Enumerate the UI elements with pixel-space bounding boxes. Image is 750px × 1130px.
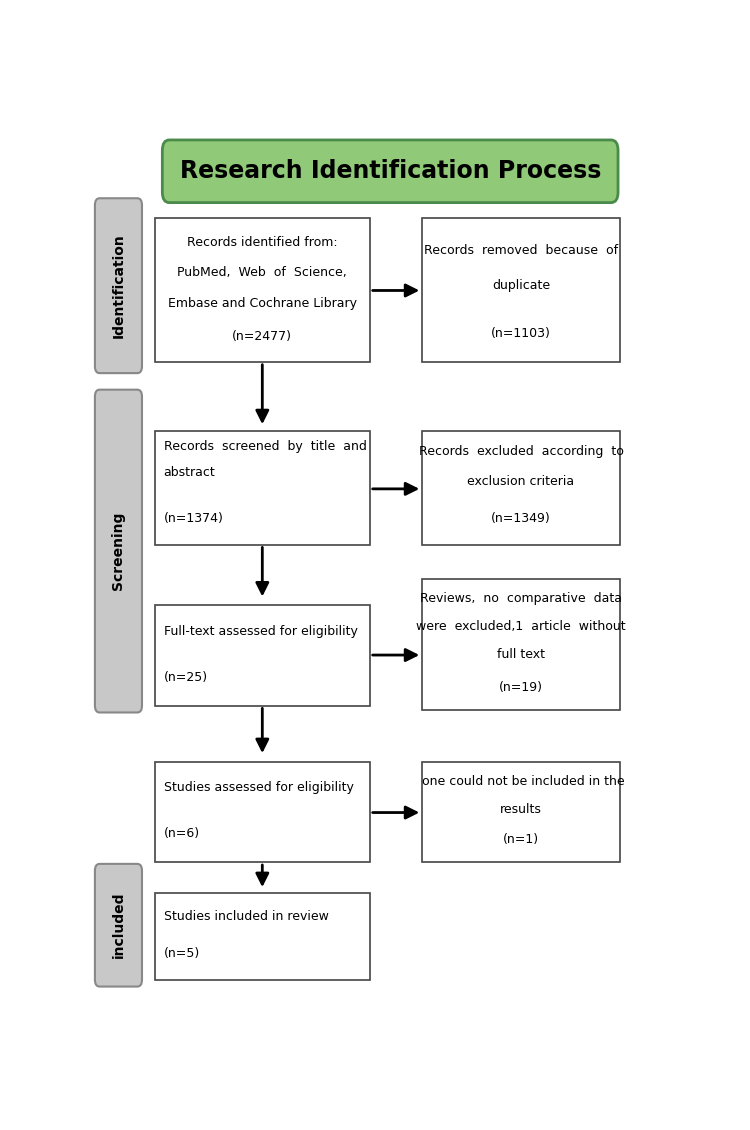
Text: (n=1103): (n=1103) (491, 327, 551, 340)
FancyBboxPatch shape (95, 390, 142, 713)
Text: included: included (112, 892, 125, 958)
Text: Reviews,  no  comparative  data: Reviews, no comparative data (420, 592, 622, 606)
Text: Records identified from:: Records identified from: (187, 236, 338, 249)
Text: results: results (500, 803, 542, 816)
FancyBboxPatch shape (95, 198, 142, 373)
Text: full text: full text (497, 649, 545, 661)
Text: (n=25): (n=25) (164, 671, 208, 684)
FancyBboxPatch shape (95, 863, 142, 986)
Text: (n=2477): (n=2477) (232, 330, 292, 342)
FancyBboxPatch shape (154, 218, 370, 362)
FancyBboxPatch shape (422, 218, 620, 362)
Text: Embase and Cochrane Library: Embase and Cochrane Library (168, 296, 357, 310)
Text: (n=1): (n=1) (503, 834, 539, 846)
FancyBboxPatch shape (154, 893, 370, 980)
Text: were  excluded,1  article  without: were excluded,1 article without (416, 620, 626, 633)
FancyBboxPatch shape (154, 432, 370, 545)
FancyBboxPatch shape (422, 432, 620, 545)
Text: Screening: Screening (112, 512, 125, 590)
Text: Identification: Identification (112, 233, 125, 338)
Text: Research Identification Process: Research Identification Process (179, 159, 601, 183)
Text: (n=1374): (n=1374) (164, 512, 224, 525)
FancyBboxPatch shape (162, 140, 618, 202)
FancyBboxPatch shape (154, 762, 370, 862)
Text: Studies assessed for eligibility: Studies assessed for eligibility (164, 781, 353, 794)
Text: Studies included in review: Studies included in review (164, 910, 328, 923)
Text: Records  excluded  according  to: Records excluded according to (419, 444, 623, 458)
Text: (n=19): (n=19) (499, 681, 543, 694)
FancyBboxPatch shape (422, 762, 620, 862)
Text: Full-text assessed for eligibility: Full-text assessed for eligibility (164, 625, 357, 637)
FancyBboxPatch shape (154, 606, 370, 705)
Text: PubMed,  Web  of  Science,: PubMed, Web of Science, (178, 267, 347, 279)
Text: exclusion criteria: exclusion criteria (467, 475, 574, 488)
Text: abstract: abstract (164, 467, 215, 479)
Text: one could not be included in the: one could not be included in the (418, 775, 624, 789)
Text: Records  screened  by  title  and: Records screened by title and (164, 441, 366, 453)
Text: Records  removed  because  of: Records removed because of (424, 244, 618, 258)
Text: (n=1349): (n=1349) (491, 512, 550, 525)
Text: (n=5): (n=5) (164, 947, 200, 960)
Text: (n=6): (n=6) (164, 827, 200, 841)
Text: duplicate: duplicate (492, 279, 550, 293)
FancyBboxPatch shape (422, 580, 620, 710)
